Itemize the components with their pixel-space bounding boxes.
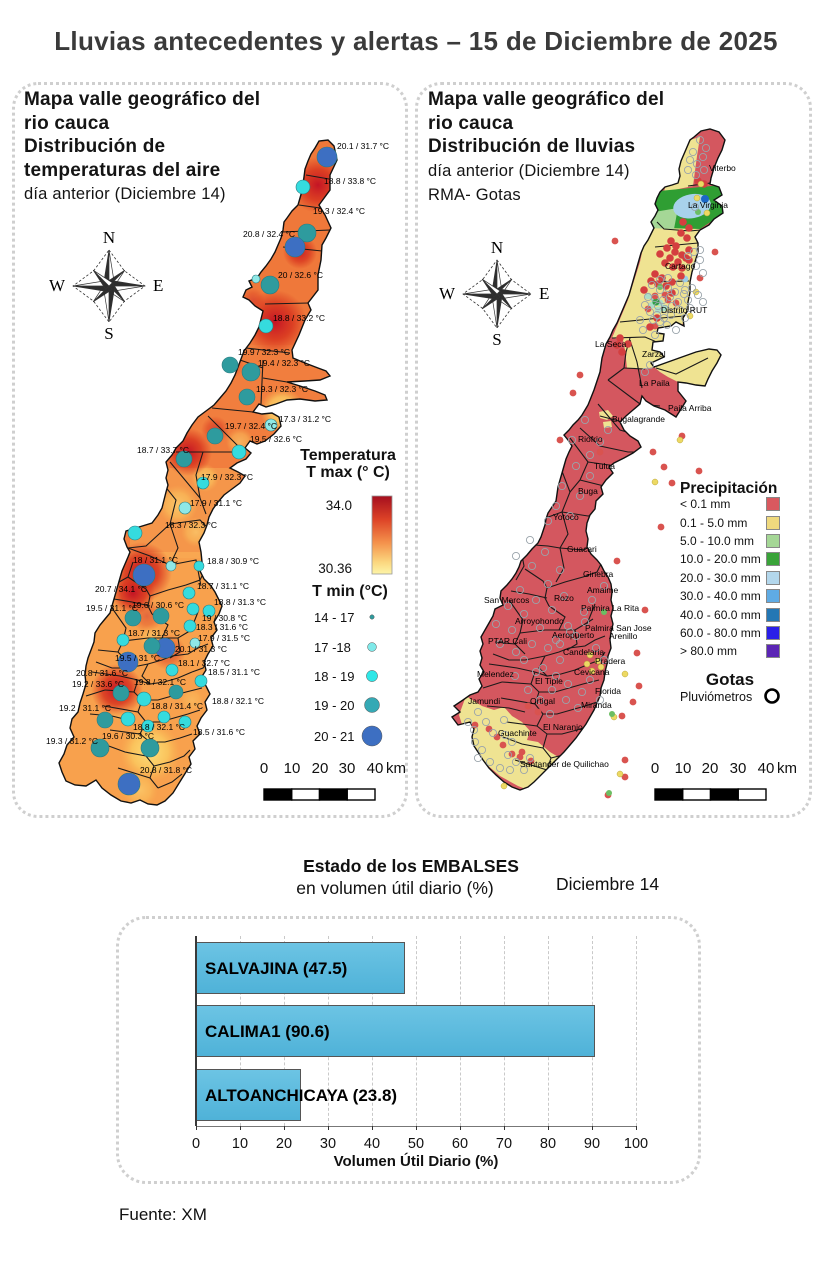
- svg-text:El Naranjo: El Naranjo: [543, 722, 583, 732]
- svg-text:20.1 / 31.7 °C: 20.1 / 31.7 °C: [337, 141, 389, 151]
- svg-text:Amaime: Amaime: [587, 585, 618, 595]
- svg-text:20 / 32.6 °C: 20 / 32.6 °C: [278, 270, 323, 280]
- svg-text:19.5 / 32.6 °C: 19.5 / 32.6 °C: [250, 434, 302, 444]
- svg-text:Palmira La Rita: Palmira La Rita: [581, 603, 639, 613]
- svg-text:20: 20: [702, 760, 719, 777]
- svg-text:La Paila: La Paila: [639, 378, 670, 388]
- svg-text:Arenillo: Arenillo: [609, 631, 638, 641]
- svg-text:Palmira San Jose: Palmira San Jose: [585, 623, 652, 633]
- svg-text:19.4 / 32.3 °C: 19.4 / 32.3 °C: [258, 358, 310, 368]
- svg-text:18.3 / 31.6 °C: 18.3 / 31.6 °C: [196, 622, 248, 632]
- svg-text:Guachinte: Guachinte: [498, 728, 537, 738]
- svg-text:Cevicana: Cevicana: [574, 667, 610, 677]
- svg-text:17.9 / 32.3 °C: 17.9 / 32.3 °C: [201, 472, 253, 482]
- svg-text:20.7 / 34.1 °C: 20.7 / 34.1 °C: [95, 584, 147, 594]
- svg-text:18.5 / 31.6 °C: 18.5 / 31.6 °C: [193, 727, 245, 737]
- svg-text:18.5 / 31.1 °C: 18.5 / 31.1 °C: [208, 667, 260, 677]
- svg-text:17.9 / 31.1 °C: 17.9 / 31.1 °C: [190, 498, 242, 508]
- svg-text:19.6 / 30.3 °C: 19.6 / 30.3 °C: [102, 731, 154, 741]
- svg-text:19.2 / 33.6 °C: 19.2 / 33.6 °C: [72, 679, 124, 689]
- svg-text:E: E: [153, 276, 163, 295]
- svg-text:19.3 / 32.3 °C: 19.3 / 32.3 °C: [256, 384, 308, 394]
- svg-text:Tulua: Tulua: [594, 461, 615, 471]
- svg-text:Florida: Florida: [595, 686, 621, 696]
- svg-text:W: W: [439, 284, 456, 303]
- svg-text:20.8 / 31.8 °C: 20.8 / 31.8 °C: [140, 765, 192, 775]
- svg-text:Rozo: Rozo: [554, 593, 574, 603]
- svg-text:19.9 / 32.3 °C: 19.9 / 32.3 °C: [238, 347, 290, 357]
- svg-text:18.8 / 32.1 °C: 18.8 / 32.1 °C: [212, 696, 264, 706]
- svg-text:20.8 / 32.4 °C: 20.8 / 32.4 °C: [243, 229, 295, 239]
- svg-text:17.3 / 31.2 °C: 17.3 / 31.2 °C: [279, 414, 331, 424]
- svg-text:0: 0: [260, 760, 268, 777]
- svg-text:18.7 / 31.3 °C: 18.7 / 31.3 °C: [128, 628, 180, 638]
- svg-text:18.8 / 31.3 °C: 18.8 / 31.3 °C: [214, 597, 266, 607]
- svg-text:40: 40: [758, 760, 775, 777]
- svg-text:30: 30: [730, 760, 747, 777]
- svg-text:Distrito RUT: Distrito RUT: [661, 305, 707, 315]
- svg-text:20.1 / 31.3 °C: 20.1 / 31.3 °C: [175, 644, 227, 654]
- svg-text:18.8 / 33.2 °C: 18.8 / 33.2 °C: [273, 313, 325, 323]
- svg-text:S: S: [104, 324, 113, 343]
- svg-text:19.8 / 32.1 °C: 19.8 / 32.1 °C: [134, 677, 186, 687]
- svg-text:S: S: [492, 330, 501, 349]
- svg-text:Guacari: Guacari: [567, 544, 597, 554]
- svg-text:18.1 / 32.7 °C: 18.1 / 32.7 °C: [178, 658, 230, 668]
- svg-text:20.8 / 31.6 °C: 20.8 / 31.6 °C: [76, 668, 128, 678]
- svg-text:Miranda: Miranda: [581, 700, 612, 710]
- svg-text:10: 10: [675, 760, 692, 777]
- svg-text:19 / 30.8 °C: 19 / 30.8 °C: [202, 613, 247, 623]
- svg-text:Zarzal: Zarzal: [642, 349, 666, 359]
- svg-text:18.7 / 31.1 °C: 18.7 / 31.1 °C: [197, 581, 249, 591]
- svg-text:Yotoco: Yotoco: [553, 512, 579, 522]
- svg-text:18.8 / 30.9 °C: 18.8 / 30.9 °C: [207, 556, 259, 566]
- svg-text:0: 0: [651, 760, 659, 777]
- svg-text:Pradera: Pradera: [595, 656, 626, 666]
- svg-text:19.3 / 32.4 °C: 19.3 / 32.4 °C: [313, 206, 365, 216]
- svg-text:Bugalagrande: Bugalagrande: [612, 414, 665, 424]
- svg-text:Paila Arriba: Paila Arriba: [668, 403, 712, 413]
- svg-text:Ortigal: Ortigal: [530, 696, 555, 706]
- svg-text:40: 40: [367, 760, 384, 777]
- svg-text:Arroyohondo: Arroyohondo: [515, 616, 564, 626]
- svg-text:19.5 / 31.1 °C: 19.5 / 31.1 °C: [86, 603, 138, 613]
- svg-text:19.5 / 31 °C: 19.5 / 31 °C: [115, 653, 160, 663]
- svg-text:Viterbo: Viterbo: [709, 163, 736, 173]
- svg-text:19.6 / 30.6 °C: 19.6 / 30.6 °C: [132, 600, 184, 610]
- svg-text:La Virginia: La Virginia: [688, 200, 728, 210]
- svg-text:W: W: [49, 276, 66, 295]
- svg-text:Aeropuerto: Aeropuerto: [552, 630, 594, 640]
- svg-text:30: 30: [339, 760, 356, 777]
- svg-text:19.7 / 32.4 °C: 19.7 / 32.4 °C: [225, 421, 277, 431]
- svg-text:19.3 / 31.2 °C: 19.3 / 31.2 °C: [46, 736, 98, 746]
- svg-text:N: N: [491, 238, 503, 257]
- svg-text:Santander de Quilichao: Santander de Quilichao: [520, 759, 609, 769]
- svg-text:PTAR Cali: PTAR Cali: [488, 636, 527, 646]
- svg-text:18.8 / 32.1 °C: 18.8 / 32.1 °C: [133, 722, 185, 732]
- svg-text:Jamundi: Jamundi: [468, 696, 500, 706]
- svg-text:20: 20: [312, 760, 329, 777]
- svg-text:Candelaria: Candelaria: [563, 647, 604, 657]
- svg-text:La Seca: La Seca: [595, 339, 626, 349]
- svg-text:N: N: [103, 228, 115, 247]
- svg-text:19.2 / 31.1 °C: 19.2 / 31.1 °C: [59, 703, 111, 713]
- svg-text:10: 10: [284, 760, 301, 777]
- svg-text:Ginebra: Ginebra: [583, 569, 614, 579]
- svg-text:San Marcos: San Marcos: [484, 595, 529, 605]
- svg-text:El Tiple: El Tiple: [535, 676, 563, 686]
- svg-text:18 / 31.1 °C: 18 / 31.1 °C: [133, 555, 178, 565]
- svg-text:17.9 / 31.5 °C: 17.9 / 31.5 °C: [198, 633, 250, 643]
- svg-text:18.8 / 31.4 °C: 18.8 / 31.4 °C: [151, 701, 203, 711]
- svg-text:18.8 / 33.8 °C: 18.8 / 33.8 °C: [324, 176, 376, 186]
- svg-text:Melendez: Melendez: [477, 669, 514, 679]
- svg-text:km: km: [386, 760, 406, 777]
- svg-text:Buga: Buga: [578, 486, 598, 496]
- svg-text:Riofrio: Riofrio: [578, 434, 603, 444]
- svg-text:E: E: [539, 284, 549, 303]
- svg-text:18.7 / 33.7 °C: 18.7 / 33.7 °C: [137, 445, 189, 455]
- svg-text:18.3 / 32.3 °C: 18.3 / 32.3 °C: [165, 520, 217, 530]
- svg-text:km: km: [777, 760, 797, 777]
- svg-text:Cartago: Cartago: [665, 261, 696, 271]
